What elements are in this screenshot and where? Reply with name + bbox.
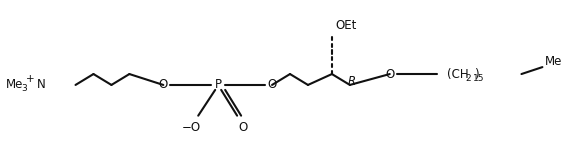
Text: O: O [267,78,277,91]
Text: R: R [348,76,356,88]
Text: Me: Me [6,78,23,91]
Text: 15: 15 [473,74,484,84]
Text: −O: −O [182,121,201,134]
Text: 2: 2 [466,74,472,84]
Text: (CH: (CH [446,68,468,81]
Text: Me: Me [545,55,562,68]
Text: O: O [385,68,394,81]
Text: OEt: OEt [335,19,356,32]
Text: 3: 3 [22,84,27,93]
Text: +: + [26,74,35,84]
Text: P: P [215,78,222,91]
Text: O: O [159,78,168,91]
Text: ): ) [474,68,478,81]
Text: O: O [239,121,247,134]
Text: N: N [37,78,46,91]
